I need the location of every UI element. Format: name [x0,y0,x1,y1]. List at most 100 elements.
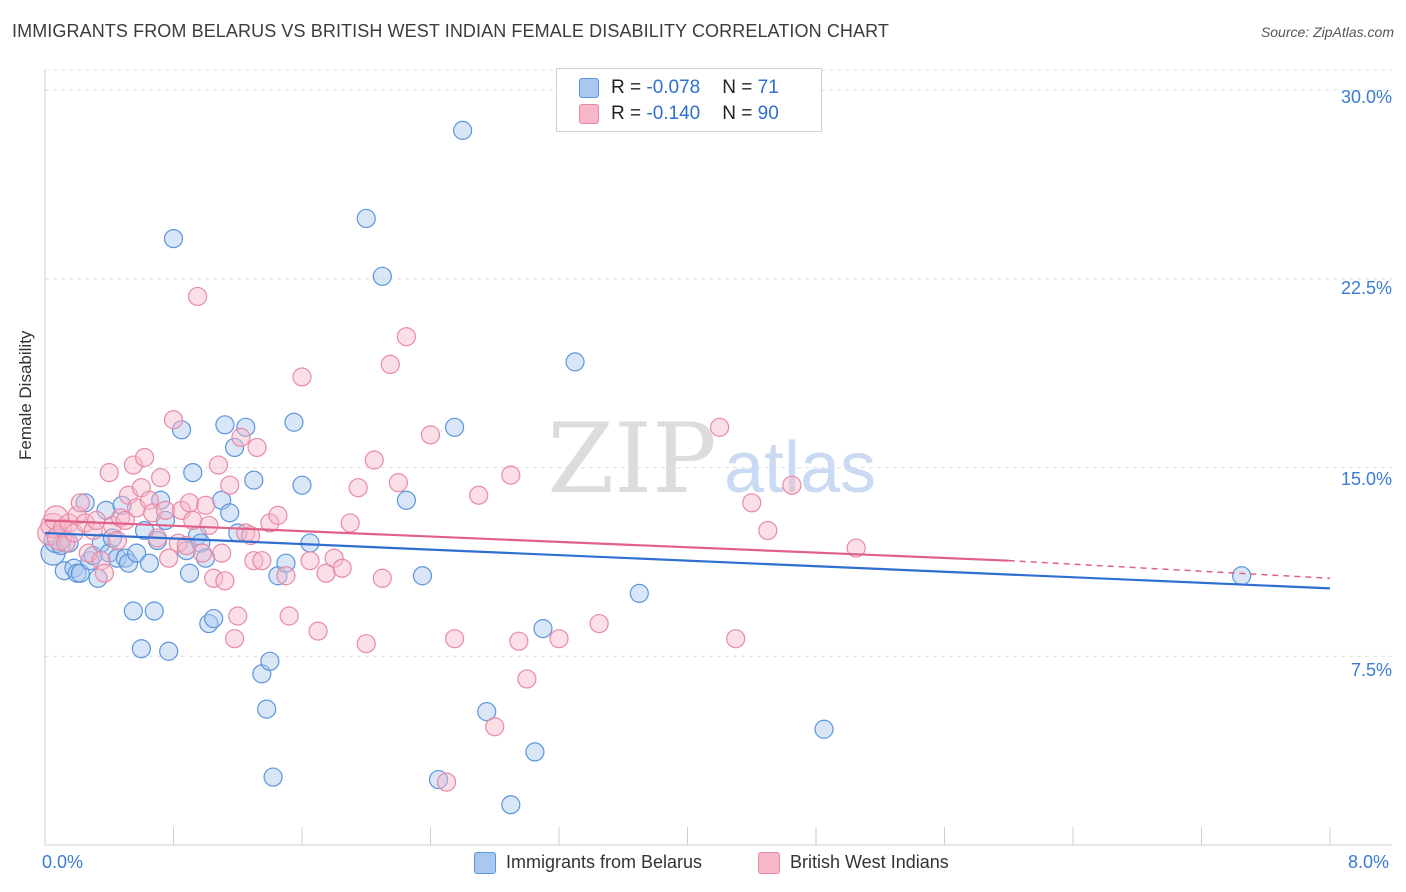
belarus-point [80,551,100,571]
belarus-point [257,699,277,719]
bwi-point [139,490,160,510]
bwi-point [59,513,79,533]
legend-row-belarus: R = -0.078 N = 71 [579,77,779,99]
bwi-point [348,478,368,498]
bwi-point [91,551,111,571]
chart-title: IMMIGRANTS FROM BELARUS VS BRITISH WEST … [12,21,889,41]
belarus-point [525,742,545,762]
bwi-point [220,475,240,495]
bwi-point [509,631,529,651]
bwi-point [332,558,352,578]
bwi-point [86,510,107,531]
belarus-point [263,767,283,787]
bwi-point [187,286,208,307]
legend-n-label: N = [722,103,758,124]
bwi-point [94,563,115,583]
belarus-point [131,639,151,659]
bwi-point [224,629,245,649]
bwi-point [726,629,746,649]
bwi-point [192,543,213,563]
bwi-point [308,621,328,641]
bwi-point [208,455,229,475]
legend-r-label: R = [611,77,647,98]
legend-n-value: 71 [757,77,779,98]
bwi-point [279,606,299,626]
belarus-point [115,548,135,568]
belarus-point [444,417,465,437]
bwi-point [742,493,762,513]
belarus-point [171,420,192,440]
belarus-point [292,475,312,495]
belarus-point [224,437,245,458]
bwi-point [276,566,296,586]
bwi-point [388,473,408,493]
bwi-point [364,450,384,470]
bwi-point [444,629,465,649]
belarus-point [64,558,84,578]
bwi-point [215,571,235,591]
y-tick-7-5: 7.5% [1350,660,1392,680]
belarus-point [244,470,264,490]
bwi-point [300,551,320,571]
belarus-point [412,566,433,586]
belarus-point [163,228,184,249]
belarus-point [183,462,203,483]
bwi-point [469,485,489,505]
belarus-point [814,719,834,739]
x-tick-max: 8.0% [1348,852,1390,872]
belarus-point [126,543,147,563]
bwi-point [436,772,457,792]
belarus-trend-line [44,531,1331,590]
bwi-point [710,417,730,437]
y-tick-15: 15.0% [1340,469,1392,489]
legend-r-value: -0.078 [646,77,701,98]
correlation-legend: R = -0.078 N = 71 R = -0.140 N = 90 [556,68,822,132]
belarus-point [629,583,649,603]
bwi-trend-line [44,519,1009,562]
bwi-point [155,500,176,520]
belarus-point [204,608,224,629]
bottom-legend-swatch-bwi [758,852,780,875]
belarus-point [372,266,392,286]
bwi-point [159,548,179,568]
bwi-point [549,629,569,649]
belarus-point [118,553,139,573]
bwi-point [176,535,196,556]
bwi-point [247,437,267,458]
bwi-point [212,543,232,563]
legend-swatch-bwi [579,103,599,124]
belarus-point [144,601,164,621]
bwi-point [228,606,248,626]
belarus-point [565,352,585,372]
bwi-point [244,551,264,571]
belarus-point [236,417,256,437]
belarus-point [260,651,280,671]
bwi-point [134,447,155,468]
bwi-point [420,425,441,445]
belarus-point [123,601,143,621]
watermark-zip: ZIP [547,403,716,515]
bwi-point [340,513,360,533]
bwi-point [107,530,127,551]
bottom-legend-swatch-belarus [474,852,496,875]
source-credit: Source: ZipAtlas.com [1260,24,1394,40]
belarus-point [428,769,449,790]
bwi-point [589,613,609,634]
legend-r-label: R = [611,103,647,124]
bwi-point [102,515,123,536]
belarus-point [139,553,160,573]
belarus-point [356,208,376,229]
bwi-point [324,548,344,568]
bwi-point [846,538,866,558]
belarus-point [1232,566,1252,586]
belarus-point [179,563,200,583]
legend-swatch-belarus [579,77,599,98]
bwi-trend-extension [1008,559,1331,580]
bottom-legend-label-bwi: British West Indians [790,852,949,872]
bwi-point [204,568,224,588]
belarus-point [159,641,179,661]
bwi-point [196,495,216,515]
bwi-point [485,717,505,737]
bwi-point [501,465,521,485]
